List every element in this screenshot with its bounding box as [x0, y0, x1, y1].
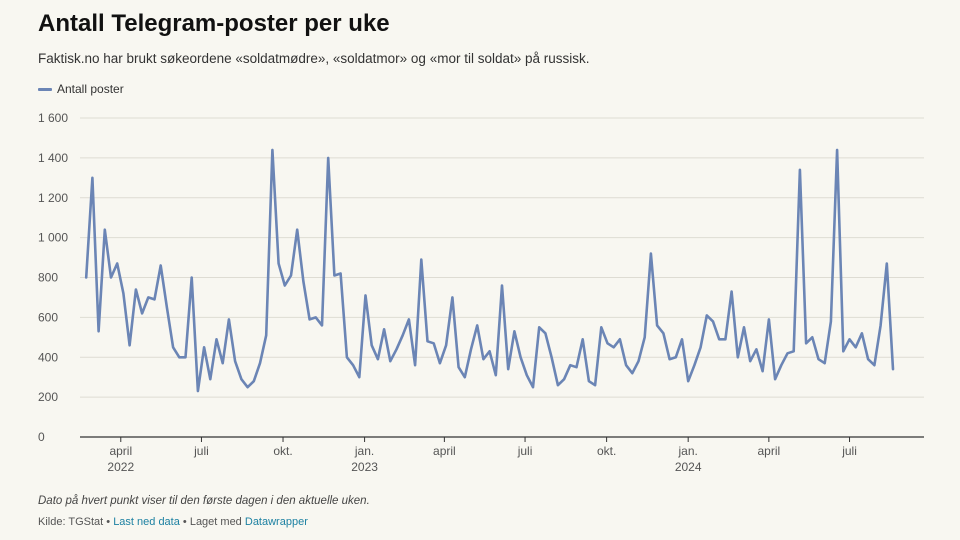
x-tick-label: juli	[841, 444, 857, 458]
footnote: Dato på hvert punkt viser til den første…	[38, 495, 370, 507]
source-label: Kilde: TGStat	[38, 516, 104, 528]
source-separator: •	[103, 516, 114, 528]
x-tick-year-label: 2022	[107, 460, 134, 474]
chart-subtitle: Faktisk.no har brukt søkeordene «soldatm…	[38, 51, 590, 66]
x-tick-label: jan.	[677, 444, 697, 458]
x-tick-label: juli	[517, 444, 533, 458]
x-tick-label: okt.	[597, 444, 616, 458]
legend-label: Antall poster	[57, 82, 124, 96]
y-tick-label: 600	[38, 310, 58, 324]
y-tick-label: 1 400	[38, 151, 68, 165]
legend: Antall poster	[38, 82, 124, 96]
chart-title: Antall Telegram-poster per uke	[38, 10, 390, 37]
x-tick-label: jan.	[354, 444, 374, 458]
y-tick-label: 800	[38, 271, 58, 285]
x-tick-label: okt.	[273, 444, 292, 458]
x-tick-label: april	[433, 444, 456, 458]
y-tick-label: 1 600	[38, 111, 68, 125]
datawrapper-link[interactable]: Datawrapper	[244, 516, 308, 528]
series-line-antall-poster	[84, 148, 895, 393]
y-tick-label: 400	[38, 350, 58, 364]
y-tick-label: 0	[38, 430, 45, 444]
x-tick-label: april	[758, 444, 781, 458]
x-tick-label: juli	[193, 444, 209, 458]
legend-swatch	[38, 87, 52, 91]
x-tick-label: april	[109, 444, 132, 458]
line-chart: 0 200 400 600 800 1 000 1 200 1 400 1 600 april 20…	[38, 111, 924, 474]
source-line: Kilde: TGStat • Last ned data • Laget me…	[38, 516, 308, 528]
y-tick-label: 1 200	[38, 191, 68, 205]
y-tick-label: 200	[38, 390, 58, 404]
x-tick-year-label: 2024	[675, 460, 702, 474]
x-tick-year-label: 2023	[351, 460, 378, 474]
download-data-link[interactable]: Last ned data	[113, 516, 180, 528]
made-with-label: • Laget med	[179, 516, 245, 528]
y-tick-label: 1 000	[38, 231, 68, 245]
